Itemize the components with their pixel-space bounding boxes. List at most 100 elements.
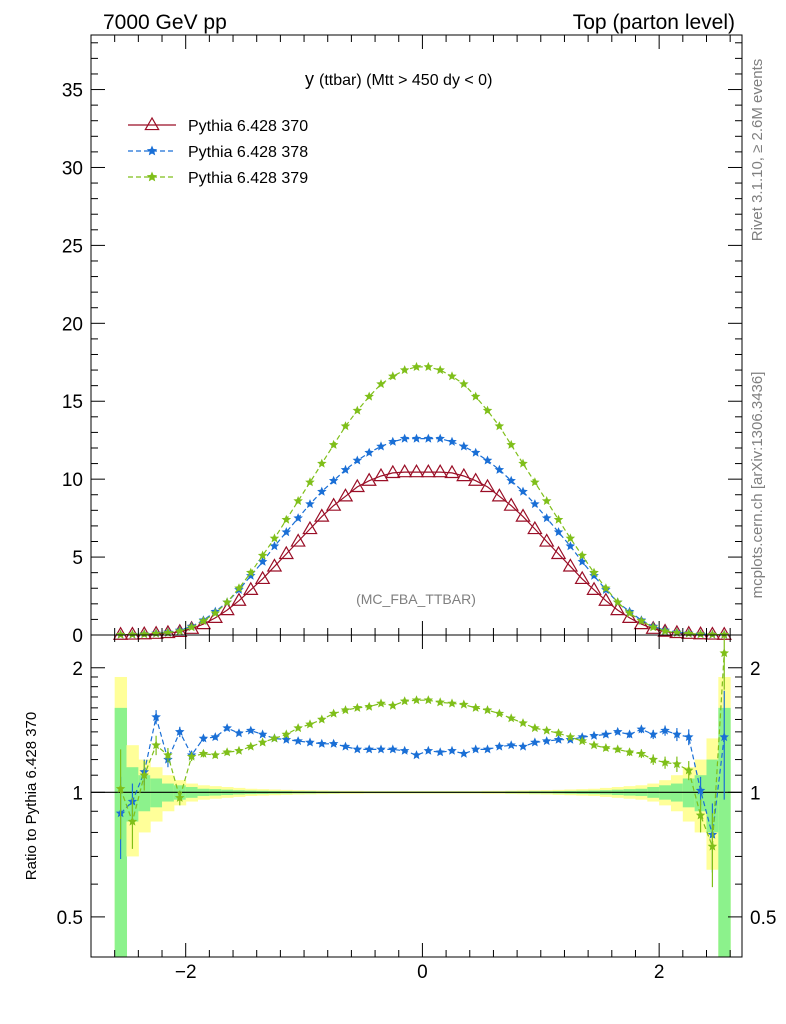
ratio-marker-3	[234, 745, 244, 755]
series-marker-1	[539, 533, 555, 547]
series-marker-2	[435, 433, 445, 443]
series-marker-3	[364, 391, 374, 401]
ratio-marker-3	[459, 699, 469, 709]
ratio-marker-2	[648, 729, 658, 739]
series-marker-3	[340, 421, 351, 431]
series-marker-3	[482, 405, 493, 415]
ratio-ytick-label-right: 2	[750, 659, 761, 680]
series-marker-1	[491, 488, 508, 502]
ratio-marker-3	[470, 702, 481, 712]
ratio-marker-3	[352, 702, 363, 712]
ratio-marker-2	[447, 745, 457, 755]
series-marker-3	[305, 477, 315, 487]
ratio-marker-3	[482, 705, 493, 715]
series-marker-1	[467, 472, 484, 486]
series-marker-2	[399, 433, 410, 443]
plot-title: y (ttbar) (Mtt > 450 dy < 0)	[305, 69, 492, 89]
series-marker-2	[411, 433, 422, 443]
series-marker-3	[695, 629, 706, 639]
series-marker-1	[361, 472, 377, 486]
ratio-marker-2	[376, 744, 386, 754]
series-marker-3	[317, 458, 327, 468]
series-marker-1	[337, 488, 354, 502]
series-marker-1	[598, 592, 614, 606]
ratio-marker-2	[340, 741, 351, 751]
ratio-marker-3	[530, 723, 540, 733]
series-marker-2	[589, 570, 599, 580]
header-left: 7000 GeV pp	[103, 11, 227, 34]
ratio-marker-2	[257, 729, 268, 739]
main-ytick-label: 5	[72, 548, 83, 569]
ratio-marker-2	[719, 732, 729, 742]
series-marker-1	[503, 497, 519, 511]
ratio-marker-2	[459, 748, 469, 758]
series-marker-1	[515, 508, 531, 522]
ratio-marker-3	[648, 754, 658, 764]
series-marker-2	[352, 455, 363, 465]
ratio-marker-3	[672, 759, 682, 769]
series-marker-1	[278, 545, 294, 560]
series-marker-2	[506, 475, 516, 485]
series-marker-2	[305, 499, 315, 509]
ratio-marker-3	[269, 733, 280, 743]
series-marker-3	[222, 597, 232, 607]
series-marker-3	[281, 514, 292, 524]
ratio-marker-2	[672, 729, 682, 739]
series-marker-1	[325, 497, 342, 511]
series-marker-1	[219, 601, 235, 616]
ratio-marker-2	[494, 741, 505, 751]
ratio-series-layer	[91, 635, 742, 888]
ratio-marker-3	[624, 747, 635, 757]
series-marker-3	[399, 365, 410, 375]
series-marker-3	[186, 622, 197, 632]
series-marker-1	[432, 463, 448, 478]
ratio-marker-3	[565, 732, 576, 742]
main-ytick-label: 0	[72, 626, 83, 647]
ratio-marker-3	[447, 698, 457, 708]
series-marker-3	[660, 626, 670, 636]
series-marker-3	[210, 608, 220, 618]
series-marker-3	[553, 514, 564, 524]
ratio-marker-3	[660, 757, 670, 767]
ratio-ytick-label: 2	[72, 659, 83, 680]
ratio-plot-area: −2 0 2 0.5 0.5 1 1 2 2 Ratio to Pythia 6.428 370	[23, 634, 776, 983]
series-marker-3	[423, 361, 434, 371]
series-marker-2	[530, 499, 540, 509]
ratio-marker-3	[151, 740, 161, 750]
ratio-marker-3	[636, 748, 647, 758]
series-marker-1	[420, 463, 437, 478]
ratio-marker-3	[376, 698, 386, 708]
ratio-marker-2	[624, 729, 635, 739]
main-ytick-label: 30	[62, 158, 83, 179]
series-marker-3	[719, 629, 729, 639]
series-marker-3	[151, 628, 161, 638]
ratio-marker-2	[175, 726, 185, 736]
series-marker-2	[482, 455, 493, 465]
ratio-marker-3	[494, 708, 505, 718]
series-marker-3	[234, 583, 244, 593]
ratio-marker-2	[222, 723, 232, 733]
ratio-band-inner	[706, 759, 719, 833]
ratio-marker-2	[246, 725, 256, 735]
series-marker-2	[328, 475, 339, 485]
series-marker-3	[636, 616, 647, 625]
ratio-marker-2	[423, 745, 434, 755]
series-marker-2	[470, 447, 481, 457]
ratio-marker-3	[435, 697, 445, 707]
legend-label-1: Pythia 6.428 370	[188, 118, 308, 135]
ratio-marker-3	[281, 729, 292, 739]
ratio-marker-3	[163, 750, 173, 760]
ratio-marker-2	[530, 737, 540, 747]
series-marker-3	[601, 583, 611, 593]
series-marker-1	[349, 478, 366, 493]
ratio-marker-3	[210, 750, 220, 760]
ratio-marker-2	[435, 747, 445, 757]
ratio-marker-3	[719, 648, 729, 658]
series-marker-3	[459, 379, 469, 389]
main-ytick-label: 25	[62, 236, 83, 257]
series-marker-3	[328, 439, 339, 449]
series-marker-2	[577, 556, 587, 566]
main-plot-area: 0 5 10 15 20 25 30 35 y (ttbar) (Mtt > 450 dy < …	[62, 34, 743, 647]
series-marker-2	[376, 441, 386, 451]
ratio-marker-3	[246, 741, 256, 751]
